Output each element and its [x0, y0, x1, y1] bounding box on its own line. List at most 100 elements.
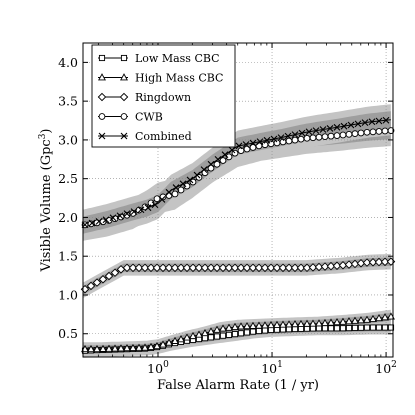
point-4-323: [319, 126, 327, 133]
point-2-115: [110, 268, 120, 277]
legend-marker-right-1: [120, 73, 128, 81]
point-3-295: [291, 136, 299, 144]
point-4-134: [130, 208, 138, 216]
point-0-337: [333, 325, 341, 332]
point-3-259: [255, 142, 263, 150]
point-1-97: [93, 344, 101, 353]
point-1-331: [327, 318, 335, 326]
point-2-193: [188, 263, 198, 273]
point-1-355: [351, 316, 359, 324]
point-4-253: [249, 139, 257, 147]
point-0-241: [237, 330, 245, 337]
point-2-127: [122, 263, 132, 273]
legend-label-4: Combined: [135, 130, 192, 143]
point-0-343: [339, 325, 347, 332]
point-4-92: [88, 219, 96, 227]
point-2-175: [170, 263, 180, 273]
point-2-271: [266, 263, 276, 273]
y-axis-label: Visible Volume (Gpc3): [38, 128, 54, 272]
point-1-175: [171, 336, 179, 344]
x-tick-label-base: 10: [375, 361, 391, 376]
point-2-373: [368, 258, 378, 267]
point-4-197: [193, 171, 201, 179]
point-1-385: [381, 313, 389, 321]
point-0-391: [387, 324, 395, 331]
point-1-115: [111, 344, 119, 352]
point-4-106: [102, 216, 110, 224]
y-tick-label-7: 4.0: [58, 55, 78, 70]
point-2-241: [236, 263, 246, 273]
point-2-181: [176, 263, 186, 273]
point-2-163: [158, 263, 168, 273]
point-3-193: [189, 178, 197, 186]
point-4-260: [256, 138, 264, 146]
point-2-157: [152, 263, 162, 273]
point-3-343: [339, 131, 347, 139]
point-1-109: [105, 344, 113, 352]
point-4-225: [221, 151, 229, 159]
point-1-145: [141, 343, 149, 351]
point-4-274: [270, 135, 278, 143]
point-1-223: [219, 324, 227, 332]
point-2-319: [314, 262, 324, 272]
point-3-391: [387, 127, 395, 134]
point-4-99: [95, 218, 103, 225]
point-1-241: [237, 322, 245, 330]
point-4-316: [312, 127, 320, 135]
point-1-91: [87, 344, 95, 353]
legend-marker-right-2: [119, 92, 129, 102]
point-2-301: [296, 263, 306, 273]
y-tick-label-1: 1.0: [58, 287, 78, 302]
point-2-247: [242, 263, 252, 273]
point-4-141: [137, 206, 145, 214]
point-2-283: [278, 263, 288, 273]
point-1-259: [255, 321, 263, 329]
point-0-331: [327, 325, 335, 332]
point-2-199: [194, 263, 204, 273]
point-4-211: [207, 160, 215, 168]
y-tick-label-3: 2.0: [58, 210, 78, 225]
point-3-277: [273, 139, 281, 147]
point-4-302: [298, 129, 306, 137]
point-1-265: [261, 321, 269, 329]
legend-marker-left-1: [98, 73, 106, 81]
point-2-253: [248, 263, 258, 273]
point-2-139: [134, 263, 144, 273]
point-4-288: [284, 132, 292, 140]
y-tick-label-6: 3.5: [58, 94, 78, 109]
point-0-205: [201, 335, 209, 342]
point-4-358: [354, 120, 362, 128]
point-1-229: [225, 323, 233, 331]
point-2-103: [98, 275, 108, 284]
point-1-271: [267, 320, 275, 329]
y-axis-label-main: Visible Volume (Gpc: [39, 139, 54, 272]
point-4-190: [186, 176, 194, 184]
y-tick-label-5: 3.0: [58, 132, 78, 147]
point-1-199: [195, 330, 203, 338]
point-4-162: [158, 196, 166, 203]
point-2-277: [272, 263, 282, 273]
point-0-235: [231, 331, 239, 338]
point-1-367: [363, 315, 371, 323]
point-0-229: [225, 331, 233, 338]
point-1-151: [147, 342, 155, 350]
point-3-373: [369, 128, 377, 136]
point-4-379: [375, 117, 383, 125]
point-1-307: [303, 319, 311, 327]
point-2-331: [326, 261, 336, 271]
band-inner-4: [83, 111, 391, 234]
point-1-205: [201, 328, 209, 337]
legend-marker-right-3: [120, 113, 128, 120]
point-3-187: [183, 182, 191, 190]
point-2-367: [362, 258, 372, 267]
x-tick-label-1: 101: [261, 360, 283, 376]
point-3-169: [165, 192, 173, 199]
legend-marker-left-4: [98, 132, 106, 140]
point-1-289: [285, 320, 293, 328]
point-2-109: [104, 271, 114, 281]
legend-marker-right-4: [120, 132, 128, 140]
point-3-217: [213, 160, 221, 168]
point-3-361: [357, 129, 365, 137]
point-2-337: [332, 261, 342, 271]
